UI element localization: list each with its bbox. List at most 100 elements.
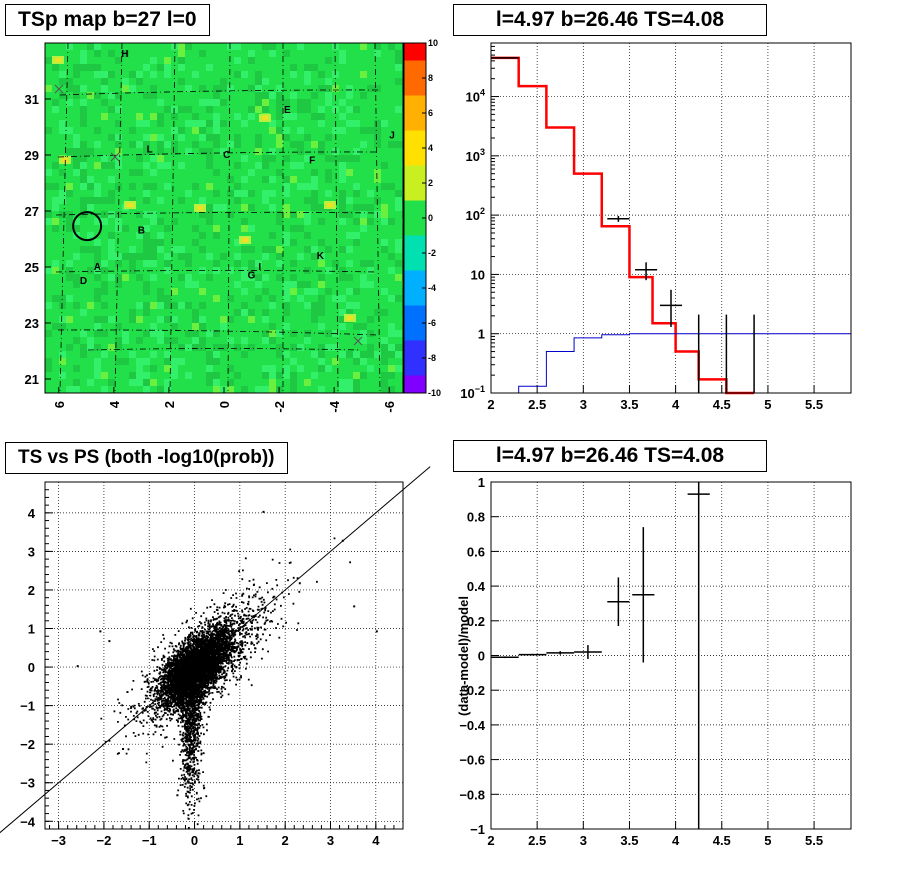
map-cell	[171, 316, 178, 323]
map-cell	[185, 372, 192, 379]
map-cell	[325, 253, 332, 260]
map-cell	[325, 281, 332, 288]
map-cell	[353, 183, 360, 190]
map-cell	[136, 141, 143, 148]
map-cell	[52, 344, 59, 351]
map-cell	[171, 141, 178, 148]
map-cell	[185, 330, 192, 337]
map-cell	[157, 183, 164, 190]
map-cell	[353, 330, 360, 337]
map-cell	[367, 106, 374, 113]
colorbar-segment	[404, 78, 426, 88]
map-cell	[87, 358, 94, 365]
map-cell	[150, 344, 157, 351]
map-cell	[346, 169, 353, 176]
map-cell	[220, 379, 227, 386]
map-cell	[311, 253, 318, 260]
map-cell	[360, 141, 367, 148]
map-cell	[108, 274, 115, 281]
map-cell	[192, 218, 199, 225]
map-cell	[101, 43, 108, 50]
map-cell	[283, 309, 290, 316]
map-cell	[395, 57, 402, 64]
map-cell	[332, 218, 339, 225]
map-cell	[339, 253, 346, 260]
map-cell	[276, 246, 283, 253]
map-cell	[290, 71, 297, 78]
map-cell	[199, 43, 206, 50]
map-cell	[346, 253, 353, 260]
map-cell	[297, 267, 304, 274]
residual-x-tick-label: 3.5	[620, 833, 638, 848]
map-cell	[52, 386, 59, 393]
map-cell	[45, 183, 52, 190]
map-cell	[52, 197, 59, 204]
map-cell	[94, 106, 101, 113]
map-cell	[395, 281, 402, 288]
map-cell	[185, 211, 192, 218]
map-cell	[353, 379, 360, 386]
map-cell	[66, 50, 73, 57]
map-cell	[164, 379, 171, 386]
map-cell	[367, 211, 374, 218]
map-cell	[80, 358, 87, 365]
map-cell	[66, 141, 73, 148]
map-cell	[122, 344, 129, 351]
map-cell	[297, 358, 304, 365]
map-cell	[45, 323, 52, 330]
map-cell	[45, 50, 52, 57]
map-cell	[150, 204, 157, 211]
map-cell	[255, 330, 262, 337]
map-cell	[269, 141, 276, 148]
map-cell	[381, 176, 388, 183]
map-cell	[52, 246, 59, 253]
map-cell	[325, 169, 332, 176]
map-cell	[59, 176, 66, 183]
map-cell	[59, 92, 66, 99]
map-cell	[150, 169, 157, 176]
map-cell	[234, 106, 241, 113]
colorbar-segment	[404, 288, 426, 298]
map-cell	[276, 281, 283, 288]
map-cell	[164, 71, 171, 78]
map-cell	[143, 64, 150, 71]
map-cell	[59, 267, 66, 274]
map-cell	[304, 330, 311, 337]
map-cell	[360, 169, 367, 176]
map-cell	[143, 148, 150, 155]
map-cell	[297, 260, 304, 267]
map-cell	[297, 365, 304, 372]
map-x-tick-label: -2	[272, 401, 287, 413]
map-cell	[318, 344, 325, 351]
map-cell	[178, 99, 185, 106]
map-cell	[206, 183, 213, 190]
map-cell	[80, 148, 87, 155]
map-cell	[185, 295, 192, 302]
map-cell	[339, 386, 346, 393]
map-cell	[185, 43, 192, 50]
map-cell	[290, 57, 297, 64]
map-cell	[367, 148, 374, 155]
map-cell	[374, 92, 381, 99]
map-cell	[220, 295, 227, 302]
map-cell	[220, 365, 227, 372]
map-cell	[66, 99, 73, 106]
colorbar-segment	[404, 366, 426, 376]
map-cell	[73, 134, 80, 141]
map-cell	[80, 274, 87, 281]
map-cell	[381, 211, 388, 218]
map-cell	[262, 155, 269, 162]
map-cell	[66, 386, 73, 393]
map-cell	[122, 351, 129, 358]
map-cell	[220, 225, 227, 232]
map-cell	[227, 64, 234, 71]
map-cell	[150, 92, 157, 99]
residual-grid	[491, 481, 851, 830]
map-cell	[59, 197, 66, 204]
map-cell	[136, 372, 143, 379]
map-cell	[325, 64, 332, 71]
map-cell	[234, 183, 241, 190]
map-cell	[388, 274, 395, 281]
map-cell	[262, 365, 269, 372]
